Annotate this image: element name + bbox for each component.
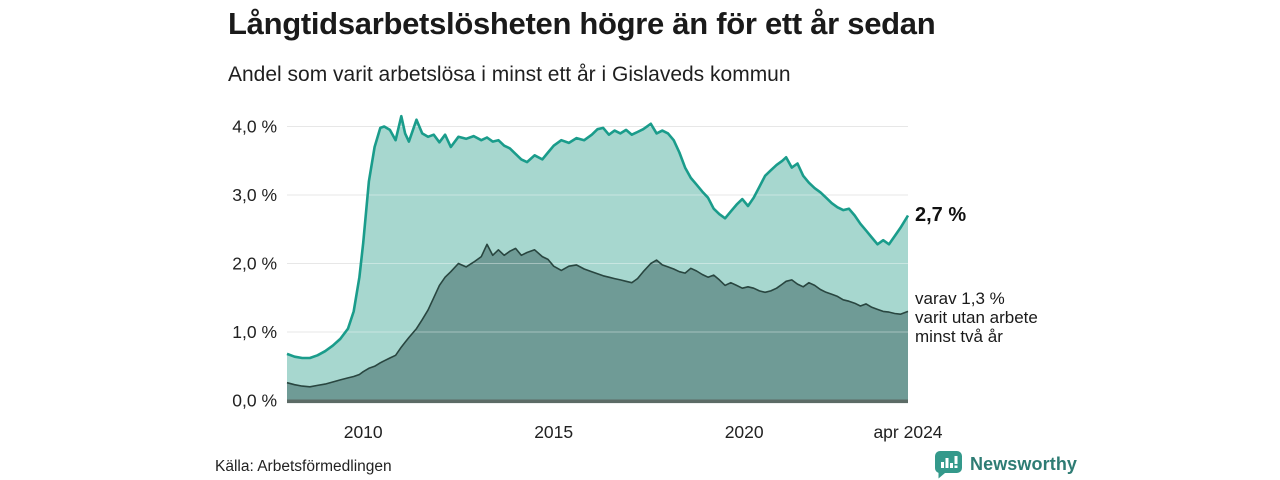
annotation-line-2: varit utan arbete xyxy=(915,308,1038,327)
latest-value-label: 2,7 % xyxy=(915,204,967,226)
annotation-line-1: varav 1,3 % xyxy=(915,289,1005,308)
y-axis-tick-label: 4,0 % xyxy=(232,117,277,137)
x-axis-tick-label: apr 2024 xyxy=(873,422,942,442)
newsworthy-wordmark: Newsworthy xyxy=(970,454,1078,474)
y-axis-tick-label: 2,0 % xyxy=(232,254,277,274)
series-line-1 xyxy=(286,114,910,360)
x-axis-tick-label: 2010 xyxy=(344,422,383,442)
chart-title: Långtidsarbetslösheten högre än för ett … xyxy=(228,6,936,41)
y-axis-tick-label: 1,0 % xyxy=(232,322,277,342)
y-axis-tick-label: 0,0 % xyxy=(232,391,277,411)
newsworthy-chart-bubble-icon xyxy=(934,451,962,479)
x-axis-line xyxy=(287,399,908,404)
two-year-annotation: varav 1,3 % varit utan arbete minst två … xyxy=(915,289,1038,346)
series-line-2 xyxy=(286,243,909,388)
y-axis-tick-label: 3,0 % xyxy=(232,185,277,205)
chart-subtitle: Andel som varit arbetslösa i minst ett å… xyxy=(228,63,791,86)
area-fill-series-2 xyxy=(287,244,908,401)
x-axis-tick-label: 2015 xyxy=(534,422,573,442)
newsworthy-logo: Newsworthy xyxy=(934,450,1077,479)
source-label: Källa: Arbetsförmedlingen xyxy=(215,458,392,475)
x-axis-tick-label: 2020 xyxy=(725,422,764,442)
annotation-line-3: minst två år xyxy=(915,327,1003,346)
